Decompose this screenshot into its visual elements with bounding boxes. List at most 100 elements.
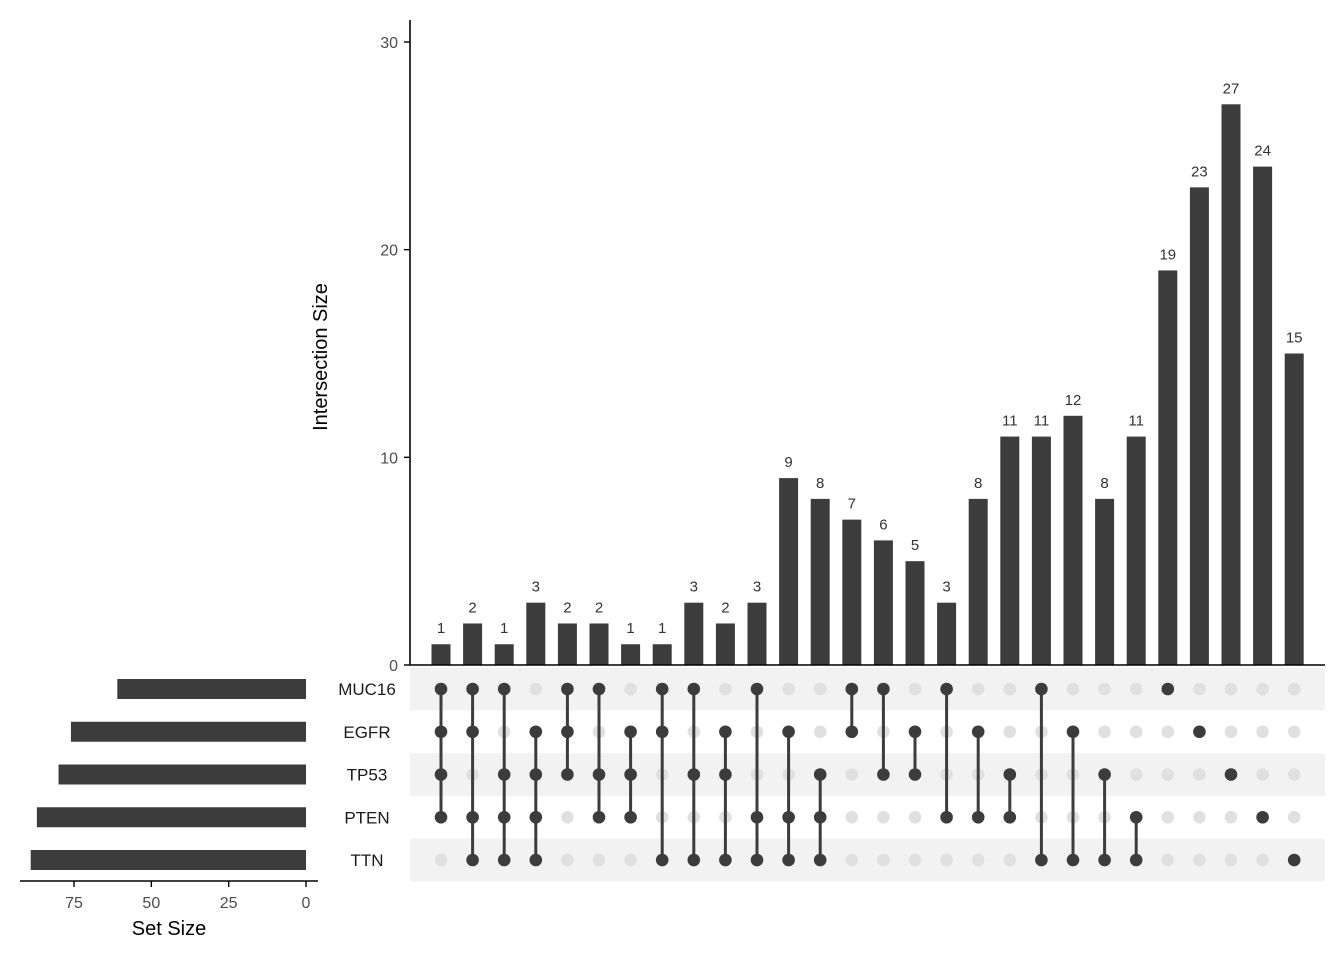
matrix-dot-active [940,682,953,696]
matrix-dot-inactive [1161,725,1175,739]
matrix-dot-inactive [1161,768,1175,781]
matrix-dot-inactive [1003,853,1017,867]
matrix-dot-inactive [1287,725,1301,739]
matrix-dot-active [655,725,669,739]
intersection-bar-6 [589,623,609,665]
matrix-dot-inactive [1129,768,1143,781]
matrix-dot-inactive [877,810,890,824]
intersection-bar-label-23: 11 [1128,413,1144,430]
row-stripe-muc16 [410,667,1325,711]
matrix-dot-active [1066,853,1080,867]
intersection-bar-9 [684,602,704,665]
intersection-bar-19 [1000,436,1020,665]
set-label-ttn: TTN [350,851,383,870]
matrix-dot-inactive [1193,768,1206,781]
matrix-dot-active [719,853,732,867]
matrix-dot-active [782,853,795,867]
matrix-dot-active [750,853,764,867]
matrix-dot-active [434,768,448,781]
matrix-dot-active [782,725,795,739]
intersection-matrix [434,682,1301,867]
matrix-dot-active [561,682,574,696]
set-size-bar-ttn [30,850,307,870]
matrix-dot-active [1161,682,1175,696]
matrix-dot-inactive [971,682,985,696]
row-stripe-ttn [410,838,1325,882]
set-labels: MUC16 EGFR TP53 PTEN TTN [338,680,396,870]
matrix-dot-inactive [1224,810,1238,824]
intersection-bar-label-7: 1 [626,620,634,637]
intersection-bar-10 [715,623,735,665]
intersection-bar-18 [968,498,988,665]
set-size-tick-label-75: 75 [65,895,83,912]
matrix-dot-active [529,853,543,867]
intersection-bar-label-12: 9 [784,454,792,471]
matrix-dot-inactive [1287,768,1301,781]
y-tick-label-10: 10 [380,450,398,467]
intersection-bar-label-20: 11 [1034,413,1050,430]
matrix-dot-active [1129,853,1143,867]
matrix-dot-inactive [877,853,890,867]
matrix-dot-active [1003,768,1017,781]
matrix-dot-inactive [1193,853,1206,867]
matrix-dot-inactive [813,682,827,696]
matrix-dot-active [719,768,732,781]
matrix-dot-active [624,768,637,781]
intersection-bar-label-1: 1 [437,620,445,637]
matrix-dot-inactive [813,725,827,739]
matrix-dot-inactive [1098,725,1111,739]
matrix-dot-active [497,768,511,781]
set-size-bar-tp53 [58,764,307,785]
intersection-bar-label-21: 12 [1065,392,1082,409]
set-size-bar-egfr [70,721,306,742]
matrix-dot-inactive [1224,853,1238,867]
matrix-dot-active [434,810,448,824]
matrix-dot-active [1003,810,1017,824]
matrix-dot-inactive [1224,682,1238,696]
intersection-bar-label-3: 1 [500,620,508,637]
matrix-dot-inactive [1287,682,1301,696]
intersection-bar-label-14: 7 [848,496,856,513]
matrix-dot-active [466,810,479,824]
matrix-dot-active [561,725,574,739]
matrix-dot-inactive [561,810,574,824]
intersection-bar-15 [873,540,893,665]
intersection-bar-26 [1221,104,1241,666]
matrix-dot-active [529,725,543,739]
matrix-dot-inactive [1129,725,1143,739]
set-size-bar-muc16 [117,679,306,699]
matrix-dot-active [687,853,701,867]
intersection-bar-label-8: 1 [658,620,666,637]
matrix-dot-active [845,682,859,696]
matrix-dot-active [497,853,511,867]
set-size-bars [30,679,307,870]
set-label-tp53: TP53 [347,766,388,785]
intersection-bar-label-27: 24 [1254,143,1271,160]
intersection-y-axis: 0 10 20 30 [380,20,1325,675]
set-size-axis-title: Set Size [132,918,206,940]
intersection-bar-label-15: 6 [879,516,887,533]
intersection-bar-label-9: 3 [690,579,698,596]
matrix-dot-active [1193,725,1206,739]
matrix-dot-active [1035,853,1048,867]
intersection-bar-11 [747,602,767,665]
y-tick-label-0: 0 [389,658,398,675]
set-size-tick-label-25: 25 [220,895,238,912]
matrix-row-stripes [410,667,1325,882]
intersection-bar-22 [1095,498,1115,665]
matrix-dot-active [687,768,701,781]
set-size-x-axis: 75 50 25 0 [20,880,318,912]
matrix-dot-inactive [592,853,606,867]
intersection-bar-label-25: 23 [1191,163,1208,180]
matrix-dot-active [497,682,511,696]
intersection-bar-label-5: 2 [563,599,571,616]
intersection-bar-3 [494,644,514,665]
intersection-bar-label-16: 5 [911,537,919,554]
matrix-dot-inactive [1224,725,1238,739]
matrix-dot-active [813,853,827,867]
matrix-dot-inactive [1129,682,1143,696]
matrix-dot-active [813,810,827,824]
matrix-dot-active [813,768,827,781]
matrix-dot-active [434,725,448,739]
